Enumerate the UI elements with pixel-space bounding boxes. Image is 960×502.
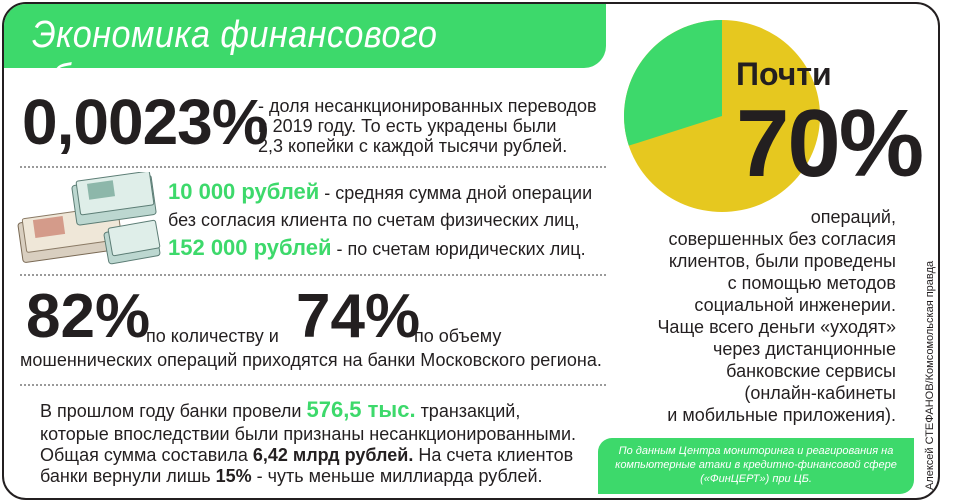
stat-74: 74% [296, 282, 421, 351]
pie-slice-share [624, 20, 722, 146]
block4-text: банки вернули лишь [40, 466, 216, 486]
block2-line1: 10 000 рублей - средняя сумма дной опера… [168, 179, 593, 204]
stat-70: 70% [736, 90, 924, 197]
block3-mid1: по количеству и [146, 326, 279, 346]
amount-152000: 152 000 рублей [168, 235, 332, 260]
divider [20, 384, 606, 386]
right-line: социальной инженерии. [694, 295, 896, 315]
stat-15: 15% [215, 466, 252, 486]
title-bar: Экономика финансового обмана [4, 4, 606, 99]
block2-text: - по счетам юридических лиц. [331, 239, 586, 259]
page-title: Экономика финансового обмана [32, 14, 438, 99]
block4-text: Общая сумма составила [40, 445, 253, 465]
right-line: клиентов, были проведены [668, 251, 896, 271]
block4-text: транзакций, [415, 401, 521, 421]
money-stack-icon [17, 172, 161, 265]
right-label: Почти [736, 56, 832, 92]
block1-line: 2,3 копейки с каждой тысячи рублей. [258, 136, 568, 156]
block4-text: В прошлом году банки провели [40, 401, 307, 421]
stat-6-42: 6,42 млрд рублей. [252, 445, 414, 465]
block1-line: - доля несанкционированных переводов [258, 96, 597, 116]
divider [20, 274, 606, 276]
block3-line2: мошеннических операций приходятся на бан… [20, 350, 602, 370]
right-line: Чаще всего деньги «уходят» [657, 317, 896, 337]
right-line: операций, [810, 207, 896, 227]
block4-line2: которые впоследствии были признаны несан… [40, 424, 577, 444]
right-line: (онлайн-кабинеты [744, 383, 896, 403]
right-line: банковские сервисы [726, 361, 896, 381]
block1-text: - доля несанкционированных переводов в 2… [258, 96, 597, 156]
right-line: с помощью методов [727, 273, 896, 293]
block4-text: На счета клиентов [413, 445, 574, 465]
right-line: и мобильные приложения). [667, 405, 896, 425]
divider [20, 166, 606, 168]
right-line: через дистанционные [712, 339, 896, 359]
block2-line2: без согласия клиента по счетам физически… [168, 210, 580, 230]
block4-text: - чуть меньше миллиарда рублей. [251, 466, 543, 486]
source-box: По данным Центра мониторинга и реагирова… [598, 438, 914, 494]
right-text: операций, совершенных без согласия клиен… [657, 206, 896, 426]
block1-line: в 2019 году. То есть украдены были [258, 116, 557, 136]
block2-line3: 152 000 рублей - по счетам юридических л… [168, 235, 586, 260]
photo-credit: Алексей СТЕФАНОВ/Комсомольская правда [924, 260, 936, 490]
block4-line3: Общая сумма составила 6,42 млрд рублей. … [40, 445, 573, 465]
source-text: По данным Центра мониторинга и реагирова… [615, 445, 897, 485]
stat-82: 82% [26, 282, 151, 351]
stat-0-0023: 0,0023% [22, 86, 269, 158]
stat-576: 576,5 тыс. [306, 397, 416, 422]
block4-line4: банки вернули лишь 15% - чуть меньше мил… [40, 466, 543, 486]
infographic-frame [2, 2, 940, 500]
block4-line1: В прошлом году банки провели 576,5 тыс. … [40, 397, 521, 422]
block3-mid2: по объему [414, 326, 502, 346]
right-line: совершенных без согласия [668, 229, 896, 249]
pie-chart [624, 20, 820, 212]
block2-text: - средняя сумма дной операции [319, 183, 593, 203]
amount-10000: 10 000 рублей [168, 179, 320, 204]
